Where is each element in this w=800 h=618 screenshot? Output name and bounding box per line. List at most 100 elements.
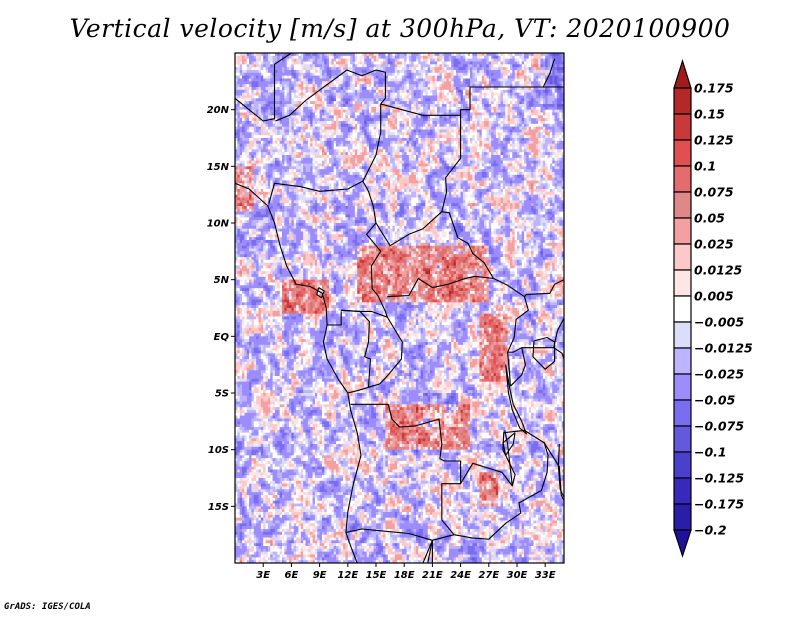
field-cell: [510, 107, 513, 110]
field-cell: [515, 121, 518, 124]
field-cell: [383, 152, 386, 155]
field-cell: [465, 104, 468, 107]
field-cell: [374, 64, 377, 67]
field-cell: [331, 121, 334, 124]
field-cell: [439, 141, 442, 144]
field-cell: [515, 141, 518, 144]
field-cell: [470, 81, 473, 84]
field-cell: [515, 93, 518, 96]
field-cell: [338, 110, 341, 113]
field-cell: [451, 93, 454, 96]
field-cell: [263, 127, 266, 130]
field-cell: [367, 144, 370, 147]
field-cell: [477, 104, 480, 107]
field-cell: [374, 110, 377, 113]
field-cell: [555, 79, 558, 82]
field-cell: [310, 73, 313, 76]
field-cell: [341, 84, 344, 87]
field-cell: [395, 124, 398, 127]
field-cell: [357, 130, 360, 133]
field-cell: [432, 147, 435, 150]
field-cell: [350, 96, 353, 99]
field-cell: [348, 115, 351, 118]
field-cell: [484, 81, 487, 84]
field-cell: [510, 90, 513, 93]
field-cell: [501, 124, 504, 127]
field-cell: [367, 98, 370, 101]
field-cell: [362, 70, 365, 73]
field-cell: [407, 56, 410, 59]
field-cell: [477, 93, 480, 96]
field-cell: [543, 149, 546, 152]
field-cell: [261, 56, 264, 59]
field-cell: [400, 149, 403, 152]
field-cell: [374, 138, 377, 141]
field-cell: [301, 113, 304, 116]
field-cell: [397, 76, 400, 79]
field-cell: [526, 96, 529, 99]
field-cell: [367, 127, 370, 130]
field-cell: [345, 147, 348, 150]
field-cell: [392, 87, 395, 90]
field-cell: [508, 81, 511, 84]
field-cell: [454, 93, 457, 96]
field-cell: [360, 113, 363, 116]
field-cell: [454, 64, 457, 67]
field-cell: [421, 87, 424, 90]
field-cell: [327, 107, 330, 110]
field-cell: [249, 76, 252, 79]
field-cell: [541, 110, 544, 113]
field-cell: [306, 87, 309, 90]
field-cell: [421, 98, 424, 101]
field-cell: [360, 115, 363, 118]
field-cell: [324, 98, 327, 101]
field-cell: [362, 115, 365, 118]
field-cell: [313, 130, 316, 133]
field-cell: [524, 113, 527, 116]
field-cell: [552, 70, 555, 73]
field-cell: [275, 59, 278, 62]
field-cell: [456, 144, 459, 147]
field-cell: [430, 124, 433, 127]
field-cell: [242, 113, 245, 116]
field-cell: [308, 118, 311, 121]
field-cell: [454, 90, 457, 93]
field-cell: [301, 76, 304, 79]
field-cell: [536, 67, 539, 70]
field-cell: [284, 147, 287, 150]
field-cell: [364, 110, 367, 113]
field-cell: [345, 110, 348, 113]
field-cell: [404, 87, 407, 90]
field-cell: [503, 98, 506, 101]
field-cell: [275, 138, 278, 141]
field-cell: [494, 101, 497, 104]
field-cell: [259, 132, 262, 135]
field-cell: [400, 87, 403, 90]
field-cell: [291, 59, 294, 62]
field-cell: [470, 79, 473, 82]
field-cell: [498, 56, 501, 59]
field-cell: [491, 138, 494, 141]
field-cell: [414, 141, 417, 144]
field-cell: [482, 59, 485, 62]
field-cell: [296, 70, 299, 73]
field-cell: [486, 96, 489, 99]
field-cell: [458, 70, 461, 73]
field-cell: [519, 98, 522, 101]
field-cell: [501, 93, 504, 96]
field-cell: [522, 81, 525, 84]
field-cell: [548, 147, 551, 150]
field-cell: [247, 130, 250, 133]
field-cell: [536, 101, 539, 104]
field-cell: [383, 135, 386, 138]
field-cell: [423, 87, 426, 90]
field-cell: [465, 81, 468, 84]
field-cell: [388, 81, 391, 84]
field-cell: [294, 124, 297, 127]
field-cell: [479, 124, 482, 127]
field-cell: [505, 144, 508, 147]
field-cell: [298, 62, 301, 65]
field-cell: [465, 115, 468, 118]
field-cell: [454, 110, 457, 113]
field-cell: [508, 110, 511, 113]
